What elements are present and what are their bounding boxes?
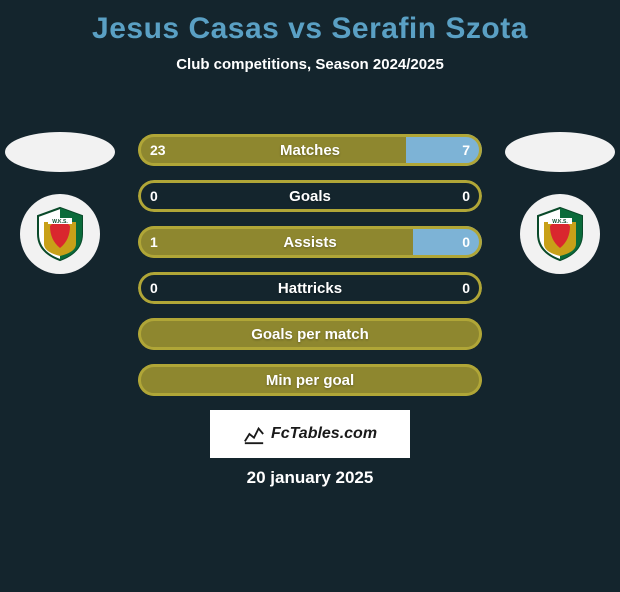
stat-label: Assists	[138, 226, 482, 258]
stat-label: Goals	[138, 180, 482, 212]
shield-icon: W.K.S.	[530, 204, 590, 264]
stat-value-right: 0	[450, 180, 482, 212]
stat-value-right: 7	[450, 134, 482, 166]
brand-text: FcTables.com	[271, 425, 377, 443]
stat-bar: Assists1 0	[138, 226, 482, 258]
date-text: 20 january 2025	[0, 468, 620, 488]
svg-text:W.K.S.: W.K.S.	[552, 219, 568, 225]
player-oval-right	[505, 132, 615, 172]
stat-value-left: 0	[138, 180, 170, 212]
stat-value-left: 1	[138, 226, 170, 258]
stat-bar: Min per goal	[138, 364, 482, 396]
stat-value-right: 0	[450, 226, 482, 258]
stat-bar: Hattricks0 0	[138, 272, 482, 304]
brand-footer: FcTables.com	[210, 410, 410, 458]
svg-text:W.K.S.: W.K.S.	[52, 219, 68, 225]
stat-bars-container: Matches237Goals00Assists10Hattricks00Goa…	[138, 134, 482, 410]
club-logo-right: W.K.S.	[520, 194, 600, 274]
stat-bar: Goals per match	[138, 318, 482, 350]
shield-icon: W.K.S.	[30, 204, 90, 264]
chart-icon	[243, 423, 265, 445]
stat-label: Min per goal	[138, 364, 482, 396]
stat-label: Goals per match	[138, 318, 482, 350]
club-logo-left: W.K.S.	[20, 194, 100, 274]
stat-label: Matches	[138, 134, 482, 166]
stat-label: Hattricks	[138, 272, 482, 304]
comparison-subtitle: Club competitions, Season 2024/2025	[0, 56, 620, 73]
stat-value-left: 0	[138, 272, 170, 304]
comparison-title: Jesus Casas vs Serafin Szota	[0, 12, 620, 46]
stat-bar: Matches23 7	[138, 134, 482, 166]
stat-value-left: 23	[138, 134, 178, 166]
stat-bar: Goals0 0	[138, 180, 482, 212]
stat-value-right: 0	[450, 272, 482, 304]
player-oval-left	[5, 132, 115, 172]
